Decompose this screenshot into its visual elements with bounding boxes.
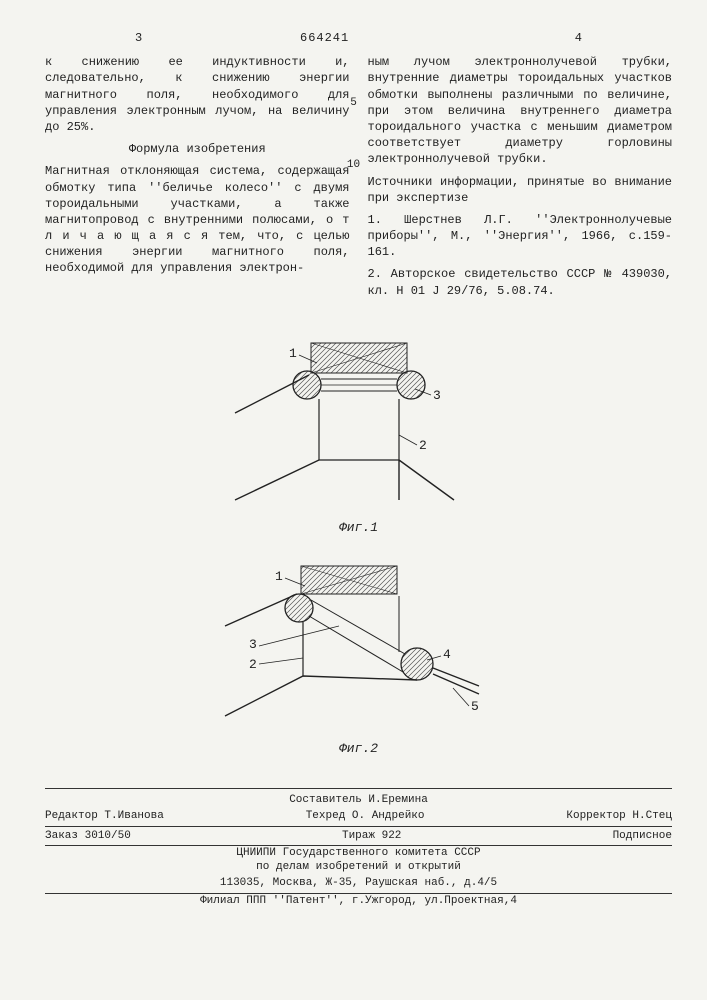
fig2-callout-2: 2 [249, 657, 257, 672]
footer-tirazh: Тираж 922 [342, 829, 401, 843]
figures-block: 1 2 3 Фиг.1 [45, 325, 672, 758]
figure-1-label: Фиг.1 [229, 519, 489, 537]
footer-addr2: Филиал ППП ''Патент'', г.Ужгород, ул.Про… [45, 894, 672, 908]
column-left: к снижению ее индуктивности и, следовате… [45, 54, 350, 305]
page-number-right: 4 [575, 30, 582, 46]
right-p3: 1. Шерстнев Л.Г. ''Электроннолучевые при… [368, 212, 673, 261]
figure-2: 1 2 3 4 5 Фиг.2 [219, 556, 499, 758]
page: 664241 3 4 5 10 к снижению ее индуктивно… [0, 0, 707, 1000]
footer-addr1-row: 113035, Москва, Ж-35, Раушская наб., д.4… [45, 874, 672, 893]
left-p1: к снижению ее индуктивности и, следовате… [45, 54, 350, 135]
left-p2: Магнитная отклоняющая система, содержаща… [45, 163, 350, 276]
formula-title: Формула изобретения [45, 141, 350, 157]
figure-1: 1 2 3 Фиг.1 [229, 325, 489, 537]
right-p2: Источники информации, принятые во вниман… [368, 174, 673, 206]
fig2-callout-4: 4 [443, 647, 451, 662]
fig2-callout-5: 5 [471, 699, 479, 714]
footer-techred: Техред О. Андрейко [306, 809, 425, 823]
footer-corrector: Корректор Н.Стец [566, 809, 672, 823]
fig1-callout-1: 1 [289, 346, 297, 361]
footer-editor-row: Редактор Т.Иванова Техред О. Андрейко Ко… [45, 807, 672, 826]
right-p1: ным лучом электроннолучевой трубки, внут… [368, 54, 673, 167]
footer-editor: Редактор Т.Иванова [45, 809, 164, 823]
line-number-5: 5 [350, 96, 357, 111]
document-number: 664241 [300, 30, 349, 46]
footer-compiler: Составитель И.Еремина [45, 793, 672, 807]
page-number-row: 3 4 [45, 30, 672, 46]
footer-block: Составитель И.Еремина Редактор Т.Иванова… [45, 788, 672, 908]
footer-order: Заказ 3010/50 [45, 829, 131, 843]
fig2-callout-3: 3 [249, 637, 257, 652]
fig1-callout-2: 2 [419, 438, 427, 453]
figure-2-label: Фиг.2 [219, 740, 499, 758]
line-number-10: 10 [347, 158, 360, 173]
fig2-callout-1: 1 [275, 569, 283, 584]
figure-1-svg: 1 2 3 [229, 325, 489, 515]
footer-org2: по делам изобретений и открытий [45, 860, 672, 874]
page-number-left: 3 [135, 30, 142, 46]
footer-addr1: 113035, Москва, Ж-35, Раушская наб., д.4… [220, 876, 497, 890]
text-columns: к снижению ее индуктивности и, следовате… [45, 54, 672, 305]
column-right: ным лучом электроннолучевой трубки, внут… [368, 54, 673, 305]
fig1-callout-3: 3 [433, 388, 441, 403]
right-p4: 2. Авторское свидетельство СССР № 439030… [368, 266, 673, 298]
figure-2-svg: 1 2 3 4 5 [219, 556, 499, 736]
footer-podpis: Подписное [613, 829, 672, 843]
footer-org1: ЦНИИПИ Государственного комитета СССР [45, 846, 672, 860]
footer-order-row: Заказ 3010/50 Тираж 922 Подписное [45, 827, 672, 846]
